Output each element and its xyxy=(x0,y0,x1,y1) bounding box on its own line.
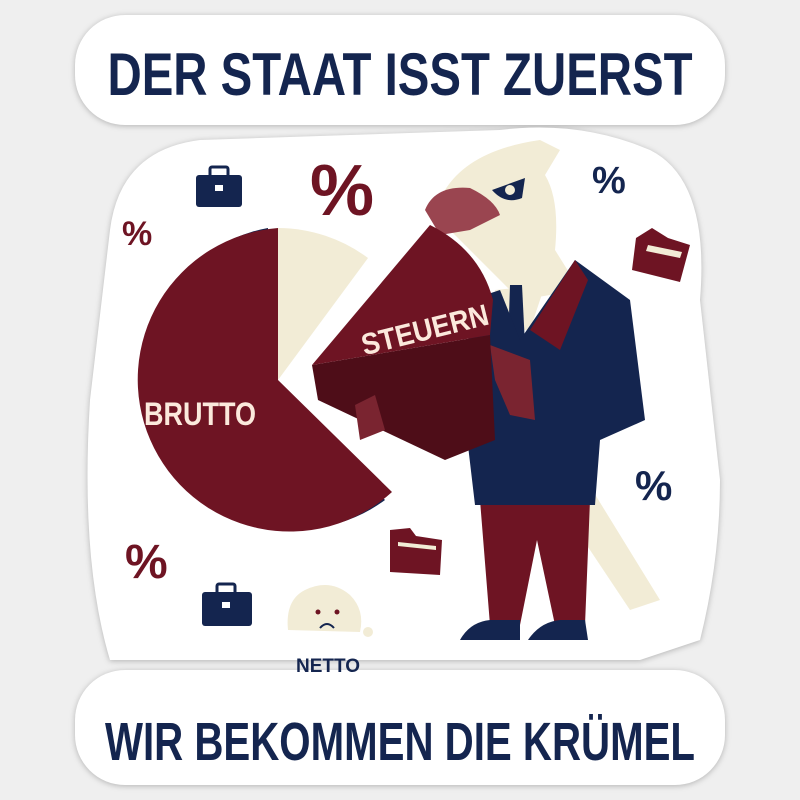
eagle-head xyxy=(445,140,580,300)
suit-jacket xyxy=(465,260,645,505)
suit-lapel xyxy=(530,260,588,350)
footer-title: WIR BEKOMMEN DIE KRÜMEL xyxy=(105,712,695,772)
briefcase-icon xyxy=(202,582,252,626)
trousers xyxy=(480,500,590,625)
brutto-label: BRUTTO xyxy=(144,396,256,432)
eagle-hand-right xyxy=(490,345,535,420)
percent-icon: % xyxy=(635,462,672,509)
pie-remaining-slice xyxy=(278,228,368,380)
briefcase-icon xyxy=(196,165,242,207)
eagle-hand-left xyxy=(355,395,385,440)
eagle-beak xyxy=(425,187,500,235)
percent-icon: % xyxy=(122,215,152,253)
percent-symbols: % % % % % xyxy=(122,151,672,589)
netto-label: NETTO xyxy=(296,656,360,677)
steuern-slice: STEUERN xyxy=(312,225,495,460)
percent-icon: % xyxy=(592,160,626,202)
shoe-right xyxy=(528,620,588,640)
pie-brutto-slice xyxy=(137,228,392,532)
brutto-pie: BRUTTO xyxy=(137,228,392,532)
percent-icon: % xyxy=(125,536,168,589)
header-title: DER STAAT ISST ZUERST xyxy=(108,41,693,108)
shoe-left xyxy=(460,620,520,640)
folder-icon xyxy=(632,228,690,282)
percent-icon: % xyxy=(310,151,374,231)
eagle-character xyxy=(425,140,660,640)
sad-crumb xyxy=(287,585,373,637)
folder-icon xyxy=(390,528,442,575)
